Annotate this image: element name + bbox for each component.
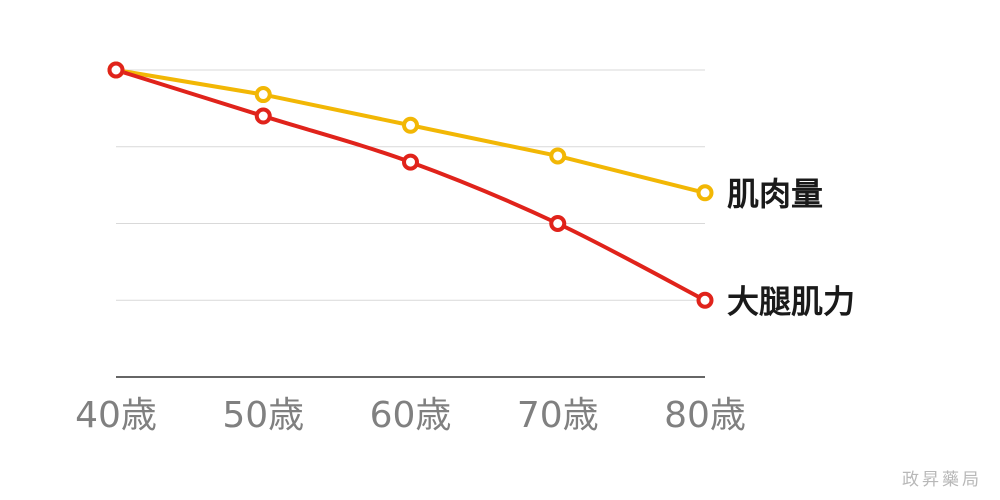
series-lines [114, 68, 707, 303]
data-point [402, 116, 419, 134]
pharmacy-watermark: 政昇藥局 [902, 470, 982, 490]
data-point [696, 291, 714, 309]
x-tick-label: 60歳 [370, 395, 452, 436]
data-point [549, 147, 567, 165]
data-point [549, 215, 567, 232]
series-points [107, 61, 714, 309]
x-tick-label: 40歳 [75, 395, 157, 436]
series-line-1 [114, 68, 707, 303]
series-label: 大腿肌力 [727, 282, 855, 320]
data-point [696, 184, 714, 202]
data-point [254, 107, 272, 125]
data-point [402, 153, 419, 171]
grid-lines [116, 69, 705, 301]
x-tick-label: 70歳 [517, 395, 599, 436]
x-tick-label: 80歳 [664, 395, 746, 436]
x-tick-label: 50歳 [222, 395, 304, 436]
series-label: 肌肉量 [727, 175, 823, 213]
data-point [107, 61, 125, 79]
data-point [254, 86, 272, 104]
